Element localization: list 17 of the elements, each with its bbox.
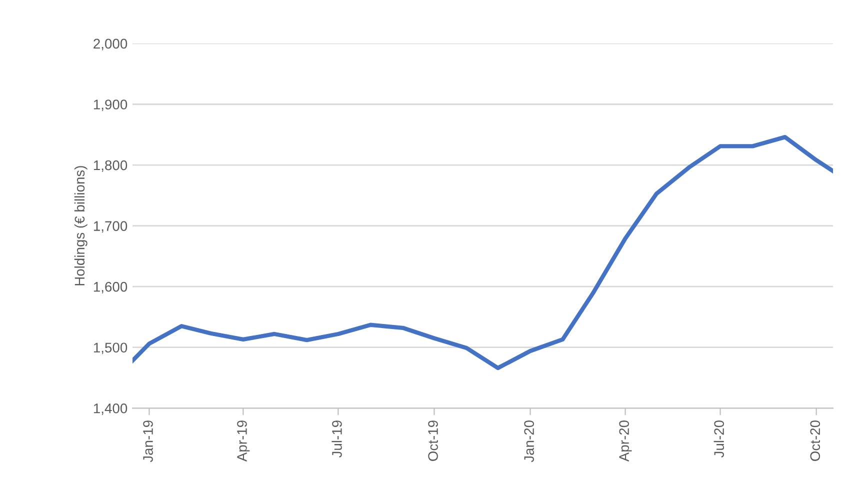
y-tick-label: 1,700: [94, 221, 128, 233]
x-tick-label: Jul-20: [714, 420, 724, 458]
line-series: [132, 134, 834, 370]
x-tick-label: Jan-19: [143, 420, 153, 462]
x-tick-label: Oct-20: [810, 420, 820, 461]
y-tick-label: 1,900: [94, 100, 128, 112]
y-tick-label: 1,800: [94, 160, 128, 172]
y-tick-label: 1,500: [94, 342, 128, 354]
y-tick-label: 1,400: [94, 403, 128, 415]
x-tick-label: Jul-19: [332, 420, 342, 458]
x-tick-label: Apr-19: [237, 420, 250, 462]
x-tick-label: Oct-19: [428, 420, 438, 461]
x-tick-label: Jan-20: [524, 420, 534, 462]
y-tick-label: 1,600: [94, 282, 128, 294]
y-tick-label: 2,000: [94, 38, 128, 50]
x-tick-label: Apr-20: [619, 420, 632, 462]
y-axis-title: Holdings (€ billions): [74, 166, 88, 286]
